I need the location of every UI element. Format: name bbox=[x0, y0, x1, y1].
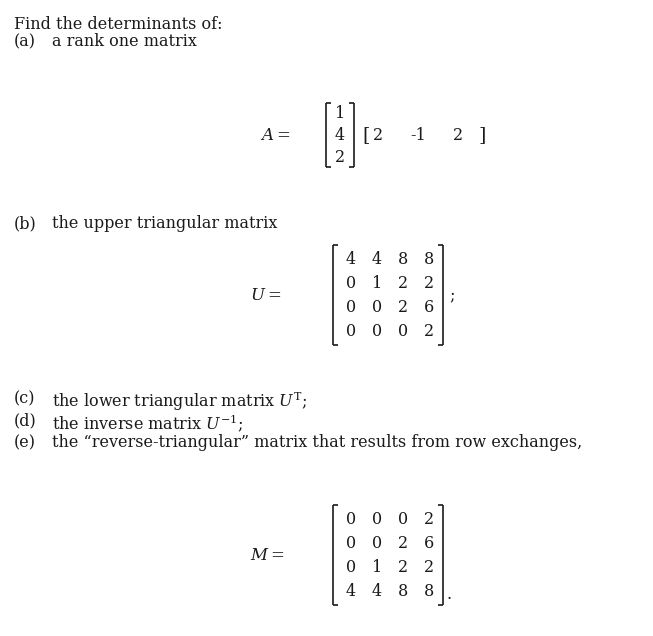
Text: 2: 2 bbox=[424, 511, 434, 527]
Text: 1: 1 bbox=[372, 275, 382, 291]
Text: 2: 2 bbox=[398, 558, 408, 576]
Text: 2: 2 bbox=[398, 298, 408, 315]
Text: (c): (c) bbox=[14, 390, 35, 407]
Text: 8: 8 bbox=[424, 251, 434, 268]
Text: 2: 2 bbox=[424, 275, 434, 291]
Text: 8: 8 bbox=[424, 583, 434, 600]
Text: (a): (a) bbox=[14, 33, 36, 50]
Text: 2: 2 bbox=[398, 275, 408, 291]
Text: (e): (e) bbox=[14, 434, 36, 451]
Text: 4: 4 bbox=[372, 251, 382, 268]
Text: 0: 0 bbox=[398, 511, 408, 527]
Text: [: [ bbox=[362, 126, 370, 144]
Text: (d): (d) bbox=[14, 412, 37, 429]
Text: -1: -1 bbox=[410, 127, 426, 144]
Text: 4: 4 bbox=[335, 127, 345, 144]
Text: 0: 0 bbox=[346, 322, 356, 340]
Text: (b): (b) bbox=[14, 215, 37, 232]
Text: $A =$: $A =$ bbox=[260, 127, 291, 144]
Text: 8: 8 bbox=[398, 251, 408, 268]
Text: 1: 1 bbox=[335, 104, 345, 121]
Text: 6: 6 bbox=[424, 534, 434, 551]
Text: 2: 2 bbox=[424, 558, 434, 576]
Text: 0: 0 bbox=[346, 298, 356, 315]
Text: 2: 2 bbox=[335, 148, 345, 165]
Text: a rank one matrix: a rank one matrix bbox=[52, 33, 197, 50]
Text: $M =$: $M =$ bbox=[250, 546, 285, 563]
Text: the upper triangular matrix: the upper triangular matrix bbox=[52, 215, 278, 232]
Text: the lower triangular matrix $U^{\mathrm{T}}$;: the lower triangular matrix $U^{\mathrm{… bbox=[52, 390, 308, 413]
Text: 4: 4 bbox=[372, 583, 382, 600]
Text: 4: 4 bbox=[346, 583, 356, 600]
Text: 8: 8 bbox=[398, 583, 408, 600]
Text: 0: 0 bbox=[372, 298, 382, 315]
Text: 0: 0 bbox=[346, 275, 356, 291]
Text: 0: 0 bbox=[346, 558, 356, 576]
Text: the inverse matrix $U^{-1}$;: the inverse matrix $U^{-1}$; bbox=[52, 412, 243, 434]
Text: 2: 2 bbox=[373, 127, 383, 144]
Text: 0: 0 bbox=[372, 511, 382, 527]
Text: ;: ; bbox=[449, 286, 454, 303]
Text: 2: 2 bbox=[453, 127, 463, 144]
Text: 0: 0 bbox=[346, 511, 356, 527]
Text: 2: 2 bbox=[398, 534, 408, 551]
Text: 0: 0 bbox=[372, 534, 382, 551]
Text: .: . bbox=[447, 586, 452, 603]
Text: 1: 1 bbox=[372, 558, 382, 576]
Text: 0: 0 bbox=[346, 534, 356, 551]
Text: Find the determinants of:: Find the determinants of: bbox=[14, 16, 223, 33]
Text: 0: 0 bbox=[398, 322, 408, 340]
Text: the “reverse-triangular” matrix that results from row exchanges,: the “reverse-triangular” matrix that res… bbox=[52, 434, 582, 451]
Text: 2: 2 bbox=[424, 322, 434, 340]
Text: ]: ] bbox=[478, 126, 485, 144]
Text: 4: 4 bbox=[346, 251, 356, 268]
Text: 6: 6 bbox=[424, 298, 434, 315]
Text: 0: 0 bbox=[372, 322, 382, 340]
Text: $U =$: $U =$ bbox=[250, 286, 281, 303]
